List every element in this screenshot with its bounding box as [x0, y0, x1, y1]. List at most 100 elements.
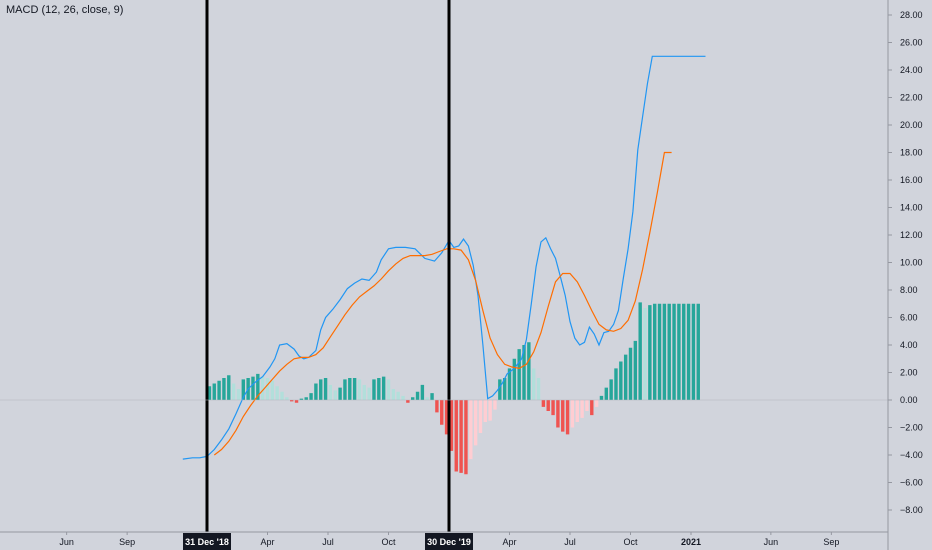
histogram-bar	[440, 400, 444, 425]
histogram-bar	[212, 383, 216, 400]
histogram-bar	[280, 391, 284, 400]
histogram-bar	[411, 397, 415, 400]
histogram-bar	[696, 303, 700, 400]
histogram-bar	[372, 379, 376, 401]
histogram-bar	[401, 395, 405, 401]
histogram-bar	[430, 393, 434, 401]
histogram-bar	[590, 400, 594, 416]
x-axis[interactable]: Jun Sep Apr Jul Oct Apr Jul Oct 2021 Jun Sep 31 Dec…	[0, 531, 888, 550]
histogram-bar	[217, 380, 221, 400]
histogram-bar	[686, 303, 691, 400]
histogram-layer	[207, 302, 700, 475]
histogram-bar	[251, 376, 255, 401]
histogram-bar	[628, 347, 633, 400]
histogram-bar	[425, 397, 429, 400]
histogram-bar	[294, 400, 299, 403]
histogram-bar	[493, 400, 497, 410]
histogram-bar	[464, 400, 468, 475]
histogram-bar	[352, 378, 357, 400]
histogram-bar	[546, 400, 550, 411]
histogram-bar	[599, 395, 604, 401]
histogram-bar	[502, 378, 507, 400]
histogram-bar	[459, 400, 463, 473]
histogram-bar	[551, 400, 555, 416]
histogram-bar	[648, 305, 652, 401]
marker-date-badge	[425, 533, 473, 550]
x-tick-label: Jul	[322, 537, 334, 547]
lines-layer	[182, 55, 706, 460]
y-tick-label: 4.00	[900, 340, 918, 350]
y-tick-label: 24.00	[900, 65, 923, 75]
y-tick-label: 16.00	[900, 175, 923, 185]
histogram-bar	[594, 400, 599, 407]
histogram-bar	[541, 400, 546, 407]
y-tick-label: 10.00	[900, 258, 923, 268]
y-tick-label: 26.00	[900, 38, 923, 48]
x-tick-label: Sep	[823, 537, 839, 547]
y-axis[interactable]: 28.00 26.00 24.00 22.00 20.00 18.00 16.00 14.00…	[887, 0, 923, 550]
histogram-bar	[522, 345, 526, 400]
marker-date-label: 30 Dec '19	[427, 537, 471, 547]
histogram-bar	[415, 391, 420, 400]
histogram-bar	[391, 389, 396, 400]
x-tick-label: Sep	[119, 537, 135, 547]
histogram-bar	[614, 368, 618, 401]
histogram-bar	[275, 386, 279, 400]
histogram-bar	[328, 384, 333, 401]
histogram-bar	[604, 387, 608, 401]
histogram-bar	[343, 379, 347, 401]
histogram-bar	[575, 400, 579, 422]
x-tick-label: 2021	[681, 537, 701, 547]
histogram-bar	[227, 375, 231, 400]
histogram-bar	[507, 368, 512, 401]
histogram-bar	[556, 400, 560, 428]
histogram-bar	[653, 303, 657, 400]
histogram-bar	[682, 303, 686, 400]
x-tick-label: Oct	[381, 537, 396, 547]
marker-date-label: 31 Dec '18	[185, 537, 229, 547]
indicator-label: MACD (12, 26, close, 9)	[6, 4, 124, 16]
histogram-bar	[381, 376, 386, 401]
x-tick-label: Apr	[260, 537, 274, 547]
histogram-bar	[512, 358, 517, 400]
histogram-bar	[231, 383, 236, 400]
histogram-bar	[561, 400, 565, 432]
histogram-bar	[285, 397, 289, 400]
y-tick-label: 20.00	[900, 120, 923, 130]
y-tick-label: 28.00	[900, 10, 923, 20]
histogram-bar	[473, 400, 478, 446]
histogram-bar	[357, 379, 362, 401]
histogram-bar	[444, 400, 449, 435]
y-tick-label: 2.00	[900, 368, 918, 378]
histogram-bar	[265, 378, 270, 400]
histogram-bar	[367, 387, 371, 401]
histogram-bar	[691, 303, 696, 400]
histogram-bar	[290, 400, 294, 402]
histogram-bar	[667, 303, 671, 400]
x-tick-label: Jun	[764, 537, 779, 547]
histogram-bar	[207, 386, 212, 400]
histogram-bar	[314, 383, 318, 400]
histogram-bar	[643, 307, 647, 401]
histogram-bar	[449, 400, 454, 451]
y-tick-label: 12.00	[900, 230, 923, 240]
histogram-bar	[527, 342, 531, 400]
histogram-bar	[498, 379, 502, 401]
histogram-bar	[532, 368, 536, 401]
histogram-bar	[672, 303, 676, 400]
histogram-bar	[256, 373, 260, 401]
histogram-bar	[662, 303, 667, 400]
x-tick-label: Oct	[623, 537, 638, 547]
x-tick-label: Apr	[502, 537, 516, 547]
histogram-bar	[580, 400, 584, 418]
histogram-bar	[483, 400, 487, 422]
marker-date-badge	[183, 533, 231, 550]
histogram-bar	[299, 398, 304, 401]
histogram-bar	[517, 349, 521, 401]
y-tick-label: 22.00	[900, 93, 923, 103]
histogram-bar	[454, 400, 458, 472]
histogram-bar	[638, 302, 642, 401]
histogram-bar	[657, 303, 662, 400]
y-tick-label: −2.00	[900, 423, 923, 433]
